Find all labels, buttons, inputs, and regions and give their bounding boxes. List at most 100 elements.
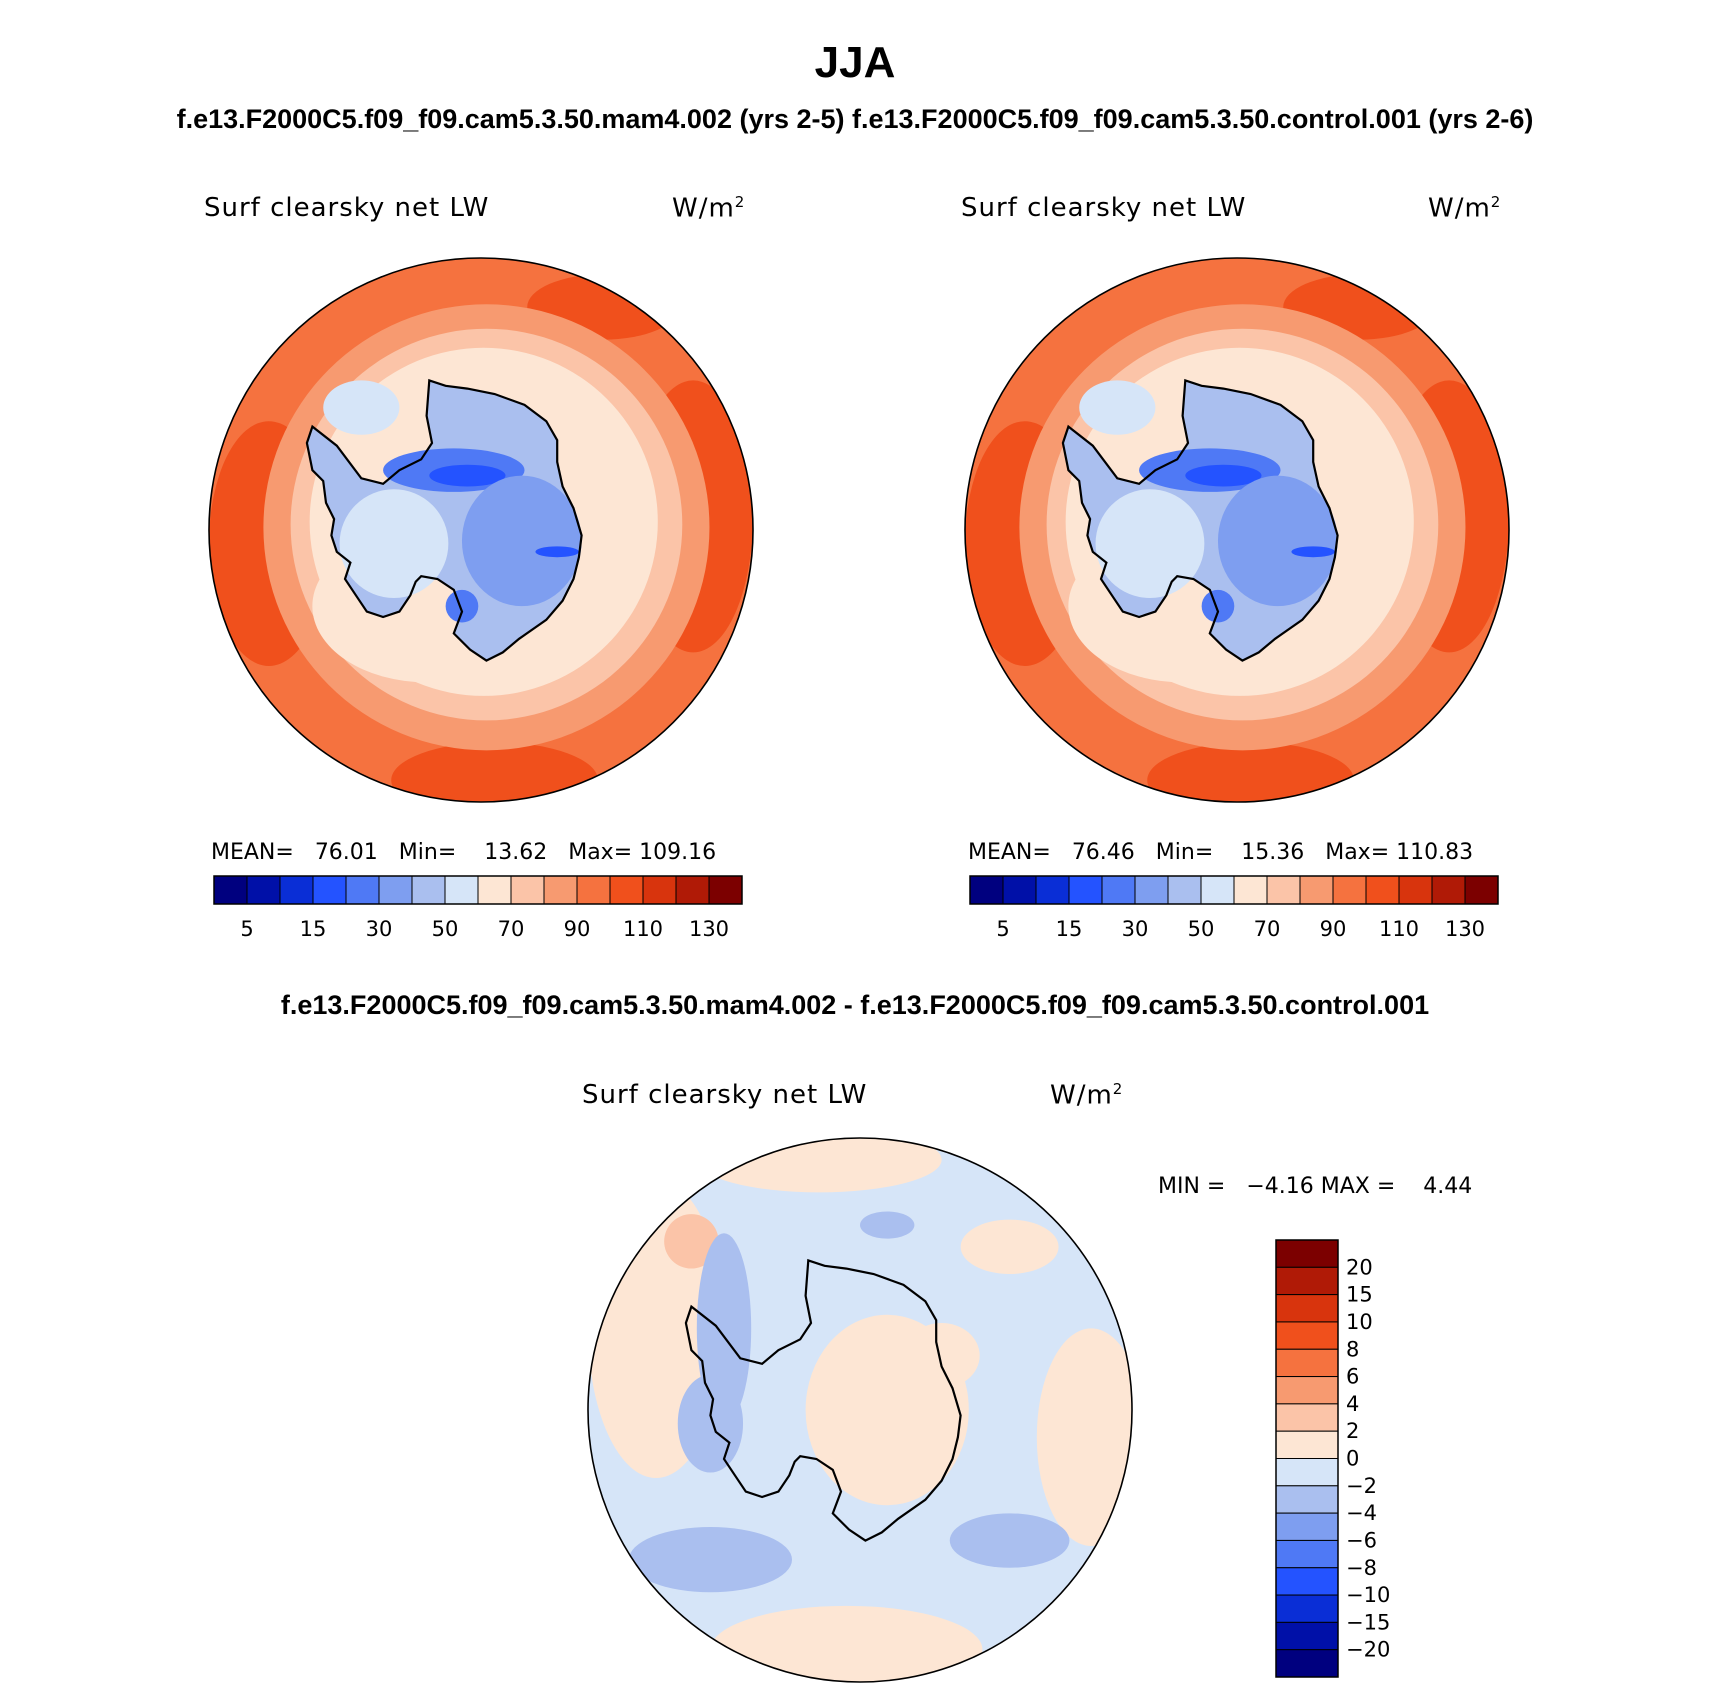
colorbar-3-tick-label: −2 (1346, 1474, 1377, 1498)
colorbar-1-tick-label: 90 (564, 917, 591, 941)
colorbar-2-box (1398, 875, 1433, 905)
colorbar-3-tick-label: 2 (1346, 1419, 1359, 1443)
colorbar-1-box (675, 875, 710, 905)
panel1-variable-label: Surf clearsky net LW (204, 193, 490, 223)
colorbar-2-tick-label: 130 (1445, 917, 1485, 941)
colorbar-3-tick-label: −10 (1346, 1583, 1390, 1607)
colorbar-1-box (246, 875, 281, 905)
map-1-warm-north (391, 742, 598, 802)
colorbar-1-box (279, 875, 314, 905)
colorbar-3-box (1275, 1649, 1339, 1678)
cases-title: f.e13.F2000C5.f09_f09.cam5.3.50.mam4.002… (176, 104, 1534, 134)
colorbar-3-tick-label: −8 (1346, 1556, 1377, 1580)
colorbar-3-box (1275, 1621, 1339, 1651)
season-title: JJA (814, 38, 896, 87)
colorbar-2-frame (969, 875, 1499, 905)
colorbar-3-tick-label: 4 (1346, 1392, 1359, 1416)
colorbar-3-box (1275, 1403, 1339, 1432)
colorbar-1-box (576, 875, 611, 905)
colorbar-1-tick-label: 70 (498, 917, 525, 941)
colorbar-3-box (1275, 1539, 1339, 1569)
colorbar-1-tick-label: 15 (300, 917, 327, 941)
map-2-warm-north (1147, 742, 1354, 802)
colorbar-3-tick-label: 20 (1346, 1255, 1373, 1279)
colorbar-2-tick-label: 90 (1320, 917, 1347, 941)
map-3-negative-southwest (628, 1526, 793, 1593)
colorbar-2-box (1233, 875, 1268, 905)
map-3-coastline (684, 1258, 962, 1542)
colorbar-1-tick-label: 130 (689, 917, 729, 941)
colorbar-3-tick-label: −15 (1346, 1610, 1390, 1634)
map-2-coastline (1061, 378, 1339, 662)
colorbar-1-tick-label: 5 (240, 917, 253, 941)
colorbar-2-box (1035, 875, 1070, 905)
map-3-field (588, 1138, 1132, 1682)
colorbar-1-box (312, 875, 347, 905)
colorbar-2-tick-label: 15 (1056, 917, 1083, 941)
colorbar-3-box (1275, 1567, 1339, 1596)
colorbar-3-box (1275, 1594, 1339, 1623)
colorbar-3-tick-label: 6 (1346, 1365, 1359, 1389)
colorbar-1-box (642, 875, 677, 905)
colorbar-3-box (1275, 1376, 1339, 1405)
colorbar-2-box (1431, 875, 1466, 905)
colorbar-3-tick-label: 8 (1346, 1337, 1359, 1361)
colorbar-1-tick-label: 110 (623, 917, 663, 941)
colorbar-1-box (444, 875, 479, 905)
colorbar-2-box (1002, 875, 1037, 905)
colorbar-3-box (1275, 1458, 1339, 1487)
colorbar-2-box (1332, 875, 1367, 905)
colorbar-1-tick-label: 30 (366, 917, 393, 941)
colorbar-3-tick-label: −20 (1346, 1638, 1390, 1662)
colorbar-3-tick-label: −6 (1346, 1528, 1377, 1552)
colorbar-1-tick-label: 50 (432, 917, 459, 941)
colorbar-1-box (477, 875, 512, 905)
colorbar-2-tick-label: 50 (1188, 917, 1215, 941)
colorbar-2-tick-label: 110 (1379, 917, 1419, 941)
colorbar-2-box (969, 875, 1004, 905)
colorbar-1-box (213, 875, 248, 905)
colorbar-1-box (609, 875, 644, 905)
colorbar-2-box (1134, 875, 1169, 905)
colorbar-1-box (543, 875, 578, 905)
colorbar-2-box (1101, 875, 1136, 905)
colorbar-2-box (1299, 875, 1334, 905)
colorbar-2-tick-label: 70 (1254, 917, 1281, 941)
map-2-boundary (964, 257, 1510, 803)
colorbar-1-box (345, 875, 380, 905)
panel3-stats: MIN = −4.16 MAX = 4.44 (1158, 1174, 1473, 1199)
panel2-variable-label: Surf clearsky net LW (961, 193, 1247, 223)
colorbar-1-box (378, 875, 413, 905)
colorbar-2-tick-label: 5 (996, 917, 1009, 941)
colorbar-3-tick-label: −4 (1346, 1501, 1377, 1525)
map-1-field (209, 258, 753, 802)
map-1-boundary (208, 257, 754, 803)
colorbar-2-box (1068, 875, 1103, 905)
panel2-units-label: W/m2 (1428, 193, 1502, 224)
colorbar-3-box (1275, 1348, 1339, 1378)
panel1-units-label: W/m2 (672, 193, 746, 224)
colorbar-3-box (1275, 1321, 1339, 1350)
colorbar-2-box (1266, 875, 1301, 905)
colorbar-2-box (1200, 875, 1235, 905)
colorbar-3-box (1275, 1239, 1339, 1268)
panel1-stats: MEAN= 76.01 Min= 13.62 Max= 109.16 (211, 840, 717, 865)
colorbar-1-box (411, 875, 446, 905)
colorbar-3-tick-label: 15 (1346, 1283, 1373, 1307)
colorbar-2-box (1464, 875, 1499, 905)
panel3-units-label: W/m2 (1050, 1080, 1124, 1111)
colorbar-3-tick-label: 10 (1346, 1310, 1373, 1334)
panel3-variable-label: Surf clearsky net LW (582, 1080, 868, 1110)
colorbar-2-box (1167, 875, 1202, 905)
colorbar-3-box (1275, 1512, 1339, 1541)
colorbar-3-box (1275, 1485, 1339, 1514)
colorbar-1-box (510, 875, 545, 905)
colorbar-3-box (1275, 1294, 1339, 1323)
colorbar-1-box (708, 875, 743, 905)
difference-title: f.e13.F2000C5.f09_f09.cam5.3.50.mam4.002… (280, 990, 1430, 1020)
colorbar-3-box (1275, 1266, 1339, 1296)
map-3-boundary (587, 1137, 1133, 1683)
map-3-negative-southeast (949, 1513, 1070, 1568)
colorbar-2-box (1365, 875, 1400, 905)
